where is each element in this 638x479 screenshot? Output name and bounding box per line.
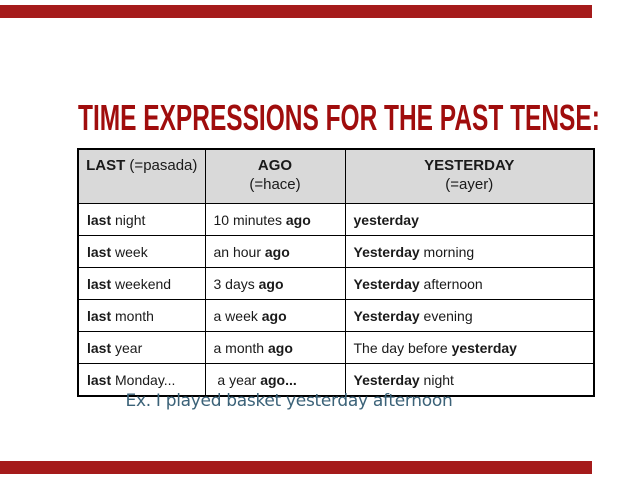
table-row: last night 10 minutes ago yesterday [77, 203, 595, 236]
bottom-red-bar [0, 461, 592, 474]
text-segment: The day before [353, 339, 452, 356]
header-line: YESTERDAY [347, 156, 593, 175]
header-line: (=ayer) [347, 175, 593, 194]
bold-text-segment: last [87, 243, 112, 260]
table-cell: Yesterday night [344, 363, 595, 397]
text-segment: an hour [213, 243, 265, 260]
bold-text-segment: ago [258, 275, 284, 292]
header-line: (=hace) [207, 175, 344, 194]
text-segment: year [111, 339, 143, 356]
table-cell: yesterday [344, 203, 595, 236]
column-header: LAST (=pasada) [77, 148, 206, 204]
bold-text-segment: LAST [86, 157, 126, 174]
time-expressions-table: LAST (=pasada) AGO (=hace) YESTERDAY (=ayer)… [77, 148, 595, 397]
text-segment: night [111, 211, 146, 228]
table-row: last week an hour ago Yesterday morning [77, 235, 595, 268]
table-cell: a year ago... [204, 363, 346, 397]
bold-text-segment: Yesterday [353, 307, 420, 324]
header-line: LAST (=pasada) [80, 156, 204, 175]
table-cell: last weekend [77, 267, 206, 300]
table-row: last month a week ago Yesterday evening [77, 299, 595, 332]
bold-text-segment: ago [264, 243, 290, 260]
text-segment: weekend [111, 275, 172, 292]
text-segment: (=ayer) [445, 176, 494, 193]
table-header-row: LAST (=pasada) AGO (=hace) YESTERDAY (=ayer) [77, 148, 595, 204]
table-cell: last Monday... [77, 363, 206, 397]
bold-text-segment: last [87, 371, 112, 388]
bold-text-segment: Yesterday [353, 371, 420, 388]
table-cell: a month ago [204, 331, 346, 364]
text-segment: 3 days [213, 275, 259, 292]
table-cell: an hour ago [204, 235, 346, 268]
text-segment: (=hace) [249, 176, 301, 193]
time-expressions-table-container: LAST (=pasada) AGO (=hace) YESTERDAY (=ayer)… [77, 148, 595, 397]
bold-text-segment: yesterday [353, 211, 419, 228]
text-segment: evening [419, 307, 473, 324]
table-cell: a week ago [204, 299, 346, 332]
table-row: last year a month ago The day before yeste… [77, 331, 595, 364]
example-sentence: Ex. I played basket yesterday afternoon [125, 391, 453, 411]
text-segment: afternoon [419, 275, 483, 292]
bold-text-segment: Yesterday [353, 275, 420, 292]
bold-text-segment: last [87, 339, 112, 356]
text-segment: a year [213, 371, 261, 388]
table-cell: last week [77, 235, 206, 268]
table-cell: last night [77, 203, 206, 236]
text-segment: week [111, 243, 148, 260]
text-segment: a week [213, 307, 262, 324]
table-cell: last month [77, 299, 206, 332]
bold-text-segment: ago [285, 211, 311, 228]
table-cell: 3 days ago [204, 267, 346, 300]
table-row: last weekend 3 days ago Yesterday afternoo… [77, 267, 595, 300]
bold-text-segment: ago... [260, 371, 297, 388]
table-row: last Monday... a year ago... Yesterday ni… [77, 363, 595, 397]
bold-text-segment: last [87, 275, 112, 292]
text-segment: Monday... [111, 371, 176, 388]
text-segment: month [111, 307, 154, 324]
text-segment: 10 minutes [213, 211, 286, 228]
text-segment: a month [213, 339, 268, 356]
bold-text-segment: Yesterday [353, 243, 420, 260]
table-cell: The day before yesterday [344, 331, 595, 364]
text-segment: (=pasada) [125, 157, 198, 174]
bold-text-segment: yesterday [451, 339, 517, 356]
table-cell: Yesterday morning [344, 235, 595, 268]
column-header: YESTERDAY (=ayer) [344, 148, 595, 204]
bold-text-segment: YESTERDAY [424, 157, 515, 174]
text-segment: night [419, 371, 454, 388]
bold-text-segment: ago [267, 339, 293, 356]
page-title: TIME EXPRESSIONS FOR THE PAST TENSE: [78, 97, 600, 139]
header-line: AGO [207, 156, 344, 175]
table-cell: last year [77, 331, 206, 364]
top-red-bar [0, 5, 592, 18]
table-cell: 10 minutes ago [204, 203, 346, 236]
bold-text-segment: AGO [257, 157, 293, 174]
bold-text-segment: last [87, 211, 112, 228]
column-header: AGO (=hace) [204, 148, 346, 204]
bold-text-segment: last [87, 307, 112, 324]
text-segment: morning [419, 243, 475, 260]
bold-text-segment: ago [261, 307, 287, 324]
table-cell: Yesterday afternoon [344, 267, 595, 300]
table-cell: Yesterday evening [344, 299, 595, 332]
